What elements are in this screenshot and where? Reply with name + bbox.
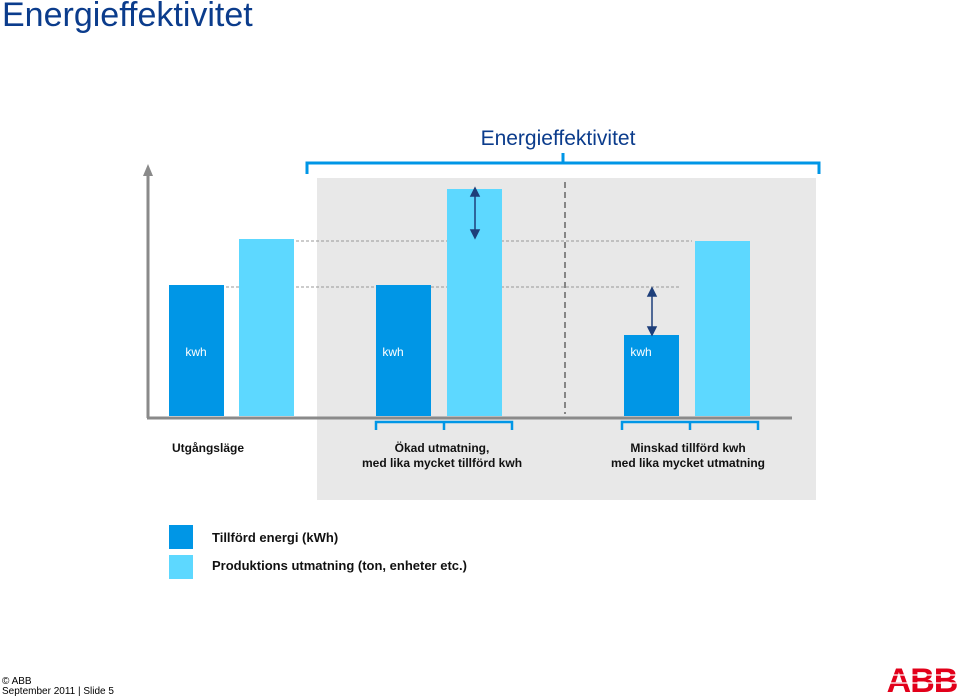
legend-swatch-energy-input: [169, 525, 193, 549]
caption-baseline: Utgångsläge: [172, 441, 244, 455]
footer-date-slide: September 2011 | Slide 5: [2, 686, 114, 697]
bracket-reduced-input: [620, 420, 760, 430]
svg-text:ABB: ABB: [887, 663, 958, 695]
bracket-increased-output: [374, 420, 514, 430]
bar-output-baseline: [239, 239, 294, 416]
arrow-output-increase: [469, 186, 481, 240]
top-bracket: [305, 153, 821, 174]
caption-increased-output-line1: Ökad utmatning,: [395, 440, 490, 455]
bar-input-reduced-input: [624, 335, 679, 416]
caption-reduced-input-line2: med lika mycket utmatning: [611, 456, 765, 470]
caption-reduced-input-line1: Minskad tillförd kwh: [630, 441, 745, 455]
page-title: Energieffektivitet: [2, 0, 253, 34]
legend-label-production-output: Produktions utmatning (ton, enheter etc.…: [212, 558, 467, 573]
bar-input-increased-output: [376, 285, 431, 416]
arrow-input-decrease: [646, 286, 658, 337]
y-axis-arrowhead: [143, 164, 153, 176]
bar-label-baseline: kwh: [185, 345, 206, 359]
legend-label-energy-input: Tillförd energi (kWh): [212, 530, 339, 545]
diagram-title: Energieffektivitet: [481, 127, 636, 150]
bar-label-increased-output: kwh: [382, 345, 403, 359]
bar-input-baseline: [169, 285, 224, 416]
abb-logo: ABB: [886, 663, 958, 695]
bar-label-reduced-input: kwh: [630, 345, 651, 359]
legend-swatch-production-output: [169, 555, 193, 579]
footer-copyright: © ABB: [2, 676, 32, 687]
bar-output-reduced-input: [695, 241, 750, 416]
caption-increased-output-line2: med lika mycket tillförd kwh: [362, 456, 522, 470]
